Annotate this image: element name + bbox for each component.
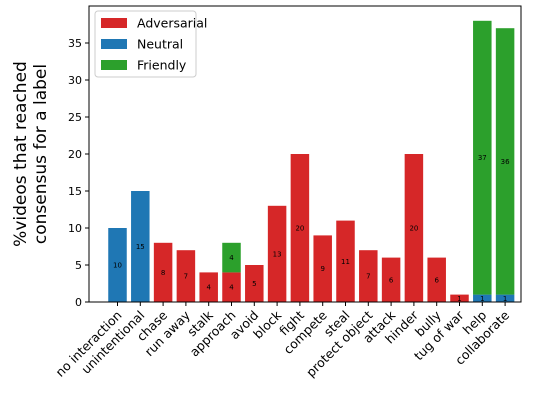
bar-value-label: 20 bbox=[295, 225, 304, 233]
bar-value-label: 8 bbox=[161, 269, 165, 277]
bar-value-label: 6 bbox=[434, 276, 439, 284]
legend-swatch-neutral bbox=[101, 39, 127, 49]
bar-no-interaction-neutral bbox=[108, 228, 127, 302]
bar-approach-friendly bbox=[222, 242, 241, 273]
y-tick-label: 20 bbox=[68, 148, 82, 161]
bar-help-neutral bbox=[473, 294, 492, 302]
bar-value-label: 37 bbox=[478, 154, 487, 162]
bar-value-label: 13 bbox=[273, 250, 282, 258]
bar-tug-of-war-adversarial bbox=[450, 294, 469, 302]
bar-value-label: 7 bbox=[366, 273, 370, 281]
bar-block-adversarial bbox=[267, 205, 287, 302]
bar-chase-adversarial bbox=[153, 242, 173, 302]
bar-value-label: 4 bbox=[206, 284, 211, 292]
bar-attack-adversarial bbox=[381, 257, 401, 302]
bar-value-label: 7 bbox=[184, 273, 188, 281]
bar-collaborate-neutral bbox=[495, 294, 515, 302]
bar-value-label: 5 bbox=[252, 280, 256, 288]
y-tick-label: 10 bbox=[68, 222, 82, 235]
bar-bully-adversarial bbox=[427, 257, 446, 302]
bar-unintentional-neutral bbox=[131, 191, 150, 302]
bar-hinder-adversarial bbox=[404, 154, 424, 302]
bar-protect-object-adversarial bbox=[359, 250, 378, 302]
bar-steal-adversarial bbox=[336, 220, 355, 302]
bar-value-label: 36 bbox=[501, 158, 510, 166]
y-tick-label: 35 bbox=[68, 37, 82, 50]
bar-value-label: 15 bbox=[136, 243, 145, 251]
bar-value-label: 4 bbox=[229, 254, 234, 262]
legend-swatch-friendly bbox=[101, 60, 127, 70]
bar-help-friendly bbox=[473, 20, 492, 295]
y-tick-label: 5 bbox=[75, 259, 82, 272]
bar-value-label: 1 bbox=[503, 295, 507, 303]
bar-collaborate-friendly bbox=[495, 28, 515, 295]
bar-stalk-adversarial bbox=[199, 272, 218, 302]
y-tick-label: 25 bbox=[68, 111, 82, 124]
bar-approach-adversarial bbox=[222, 272, 241, 302]
bar-value-label: 1 bbox=[457, 295, 461, 303]
legend-label-adversarial: Adversarial bbox=[137, 16, 207, 31]
bar-value-label: 9 bbox=[320, 265, 324, 273]
bar-value-label: 20 bbox=[409, 225, 418, 233]
bar-fight-adversarial bbox=[290, 154, 310, 302]
bar-run-away-adversarial bbox=[176, 250, 196, 302]
legend-label-neutral: Neutral bbox=[137, 37, 183, 52]
y-tick-label: 30 bbox=[68, 74, 82, 87]
legend-swatch-adversarial bbox=[101, 18, 127, 28]
bar-value-label: 10 bbox=[113, 262, 122, 270]
bar-value-label: 6 bbox=[389, 276, 394, 284]
y-tick-label: 15 bbox=[68, 185, 82, 198]
bar-value-label: 11 bbox=[341, 258, 350, 266]
bar-compete-adversarial bbox=[313, 235, 332, 302]
bar-value-label: 4 bbox=[229, 284, 234, 292]
bar-avoid-adversarial bbox=[245, 265, 264, 302]
legend: Adversarial Neutral Friendly bbox=[94, 10, 207, 78]
bar-value-label: 1 bbox=[480, 295, 484, 303]
y-axis-label: %videos that reachedconsensus for a labe… bbox=[11, 61, 51, 247]
y-tick-label: 0 bbox=[75, 296, 82, 309]
legend-label-friendly: Friendly bbox=[137, 58, 187, 73]
